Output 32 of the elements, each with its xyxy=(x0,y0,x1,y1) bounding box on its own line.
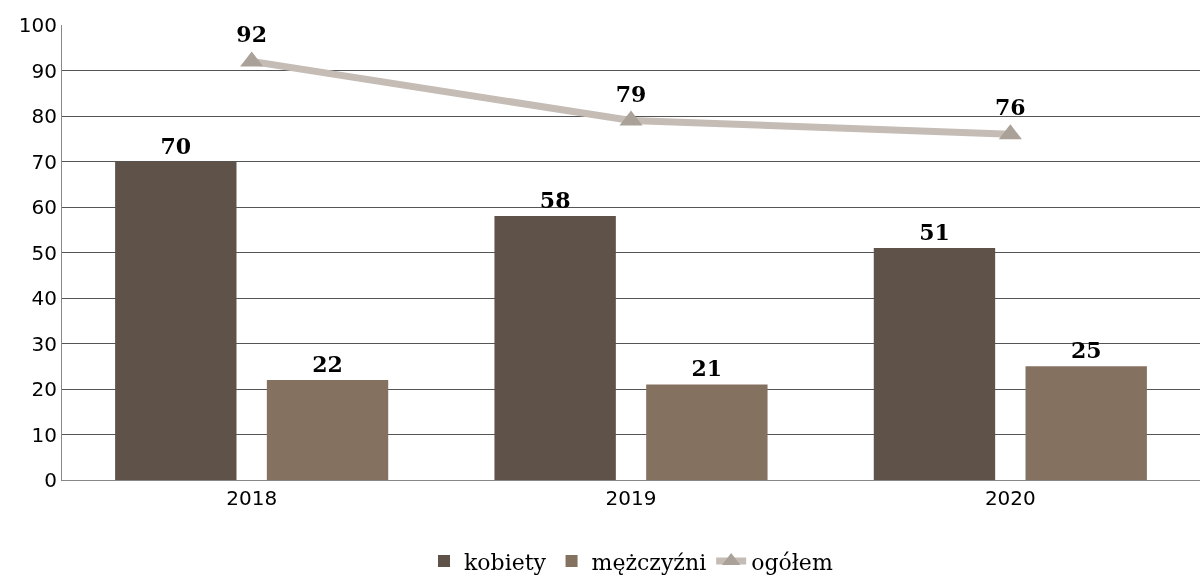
data-label: 22 xyxy=(312,350,343,377)
y-tick-label: 70 xyxy=(31,149,57,174)
x-tick-label: 2018 xyxy=(226,486,278,510)
bar xyxy=(873,247,996,480)
y-tick-label: 40 xyxy=(31,286,57,310)
y-tick-label: 30 xyxy=(31,331,57,356)
y-tick-label: 50 xyxy=(31,240,57,265)
legend-label: ogółem xyxy=(751,549,833,575)
data-label: 21 xyxy=(691,355,723,382)
data-label: 70 xyxy=(160,132,192,159)
bar xyxy=(115,161,237,480)
x-tick-label: 2019 xyxy=(605,486,657,510)
data-label: 51 xyxy=(919,218,950,245)
bar xyxy=(494,216,616,480)
data-label: 76 xyxy=(995,94,1026,121)
data-label: 92 xyxy=(236,21,267,48)
y-tick-label: 80 xyxy=(31,104,57,128)
data-label: 58 xyxy=(539,187,571,214)
y-tick-label: 100 xyxy=(18,13,57,37)
bar xyxy=(1025,366,1147,480)
y-tick-label: 60 xyxy=(31,195,57,219)
data-label: 79 xyxy=(615,80,647,107)
bar xyxy=(646,384,768,480)
legend-label: mężczyźni xyxy=(591,549,707,575)
x-tick-label: 2020 xyxy=(984,486,1036,510)
data-label: 25 xyxy=(1070,337,1102,364)
y-tick-label: 10 xyxy=(31,422,57,447)
legend-label: kobiety xyxy=(464,549,547,575)
y-tick-label: 20 xyxy=(31,377,57,401)
bar xyxy=(266,379,389,480)
y-tick-label: 0 xyxy=(44,468,57,492)
y-tick-label: 90 xyxy=(31,58,57,83)
